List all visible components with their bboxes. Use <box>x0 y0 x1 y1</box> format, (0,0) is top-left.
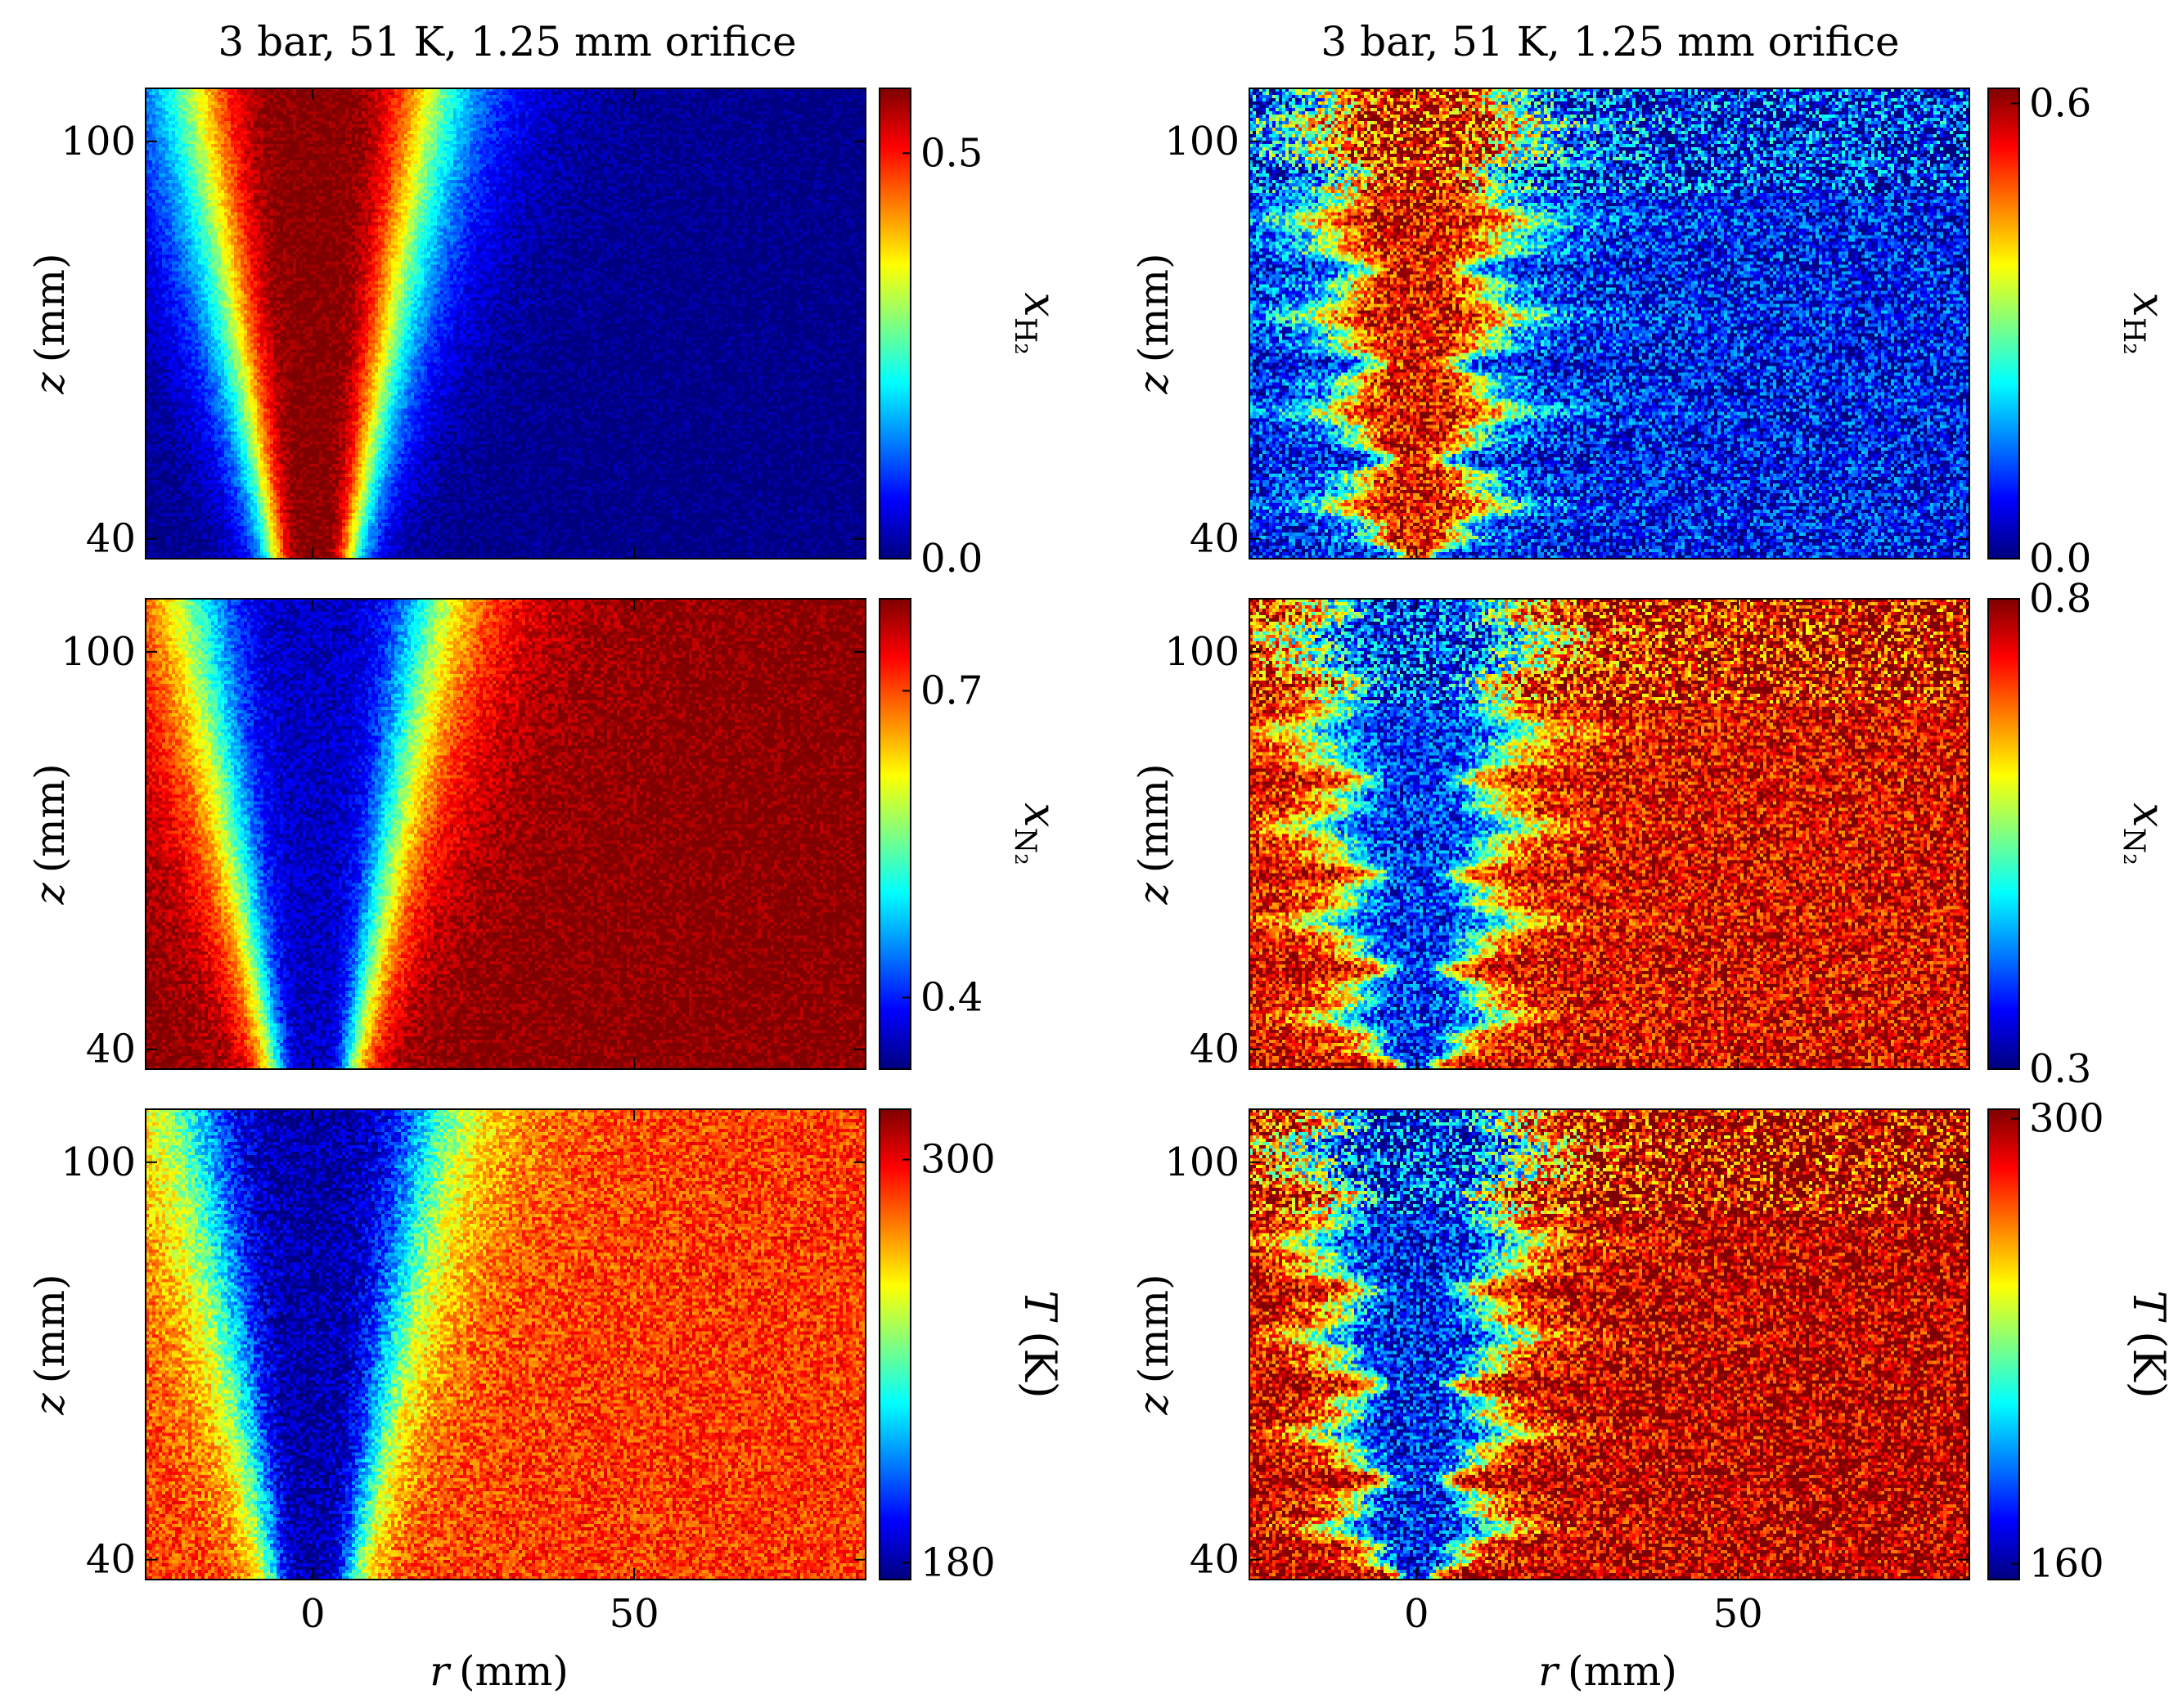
colorbar <box>879 598 911 1070</box>
panel-left-bottom: 40 100 0 50 z(mm) 180 300 T(K) <box>26 1108 1066 1637</box>
panel-left-top: 40 100 z(mm) 0.0 0.5 xH₂ <box>26 88 1066 582</box>
colorbar-tick-label: 0.0 <box>920 536 983 582</box>
y-axis-label: z(mm) <box>26 1274 74 1415</box>
colorbar-tick-label: 300 <box>2029 1096 2104 1142</box>
plot-frame <box>1249 88 1970 560</box>
colorbar-label: T(K) <box>1015 1290 1066 1399</box>
panel-right-top: 40 100 z(mm) 0.0 0.6 xH₂ <box>1130 81 2169 582</box>
y-tick-label: 40 <box>86 1537 136 1583</box>
y-tick-label: 100 <box>1164 629 1240 675</box>
heatmap-image <box>1249 599 1969 1069</box>
y-tick-label: 100 <box>61 629 136 675</box>
colorbar-tick-label: 160 <box>2029 1541 2104 1587</box>
y-tick-label: 40 <box>1190 516 1240 562</box>
colorbar-tick-label: 180 <box>920 1539 996 1585</box>
heatmap-image <box>146 1109 866 1580</box>
y-axis-label: z(mm) <box>1130 763 1177 905</box>
xlabel-left: r (mm) <box>430 1647 569 1695</box>
colorbar <box>1987 598 2020 1070</box>
y-tick-label: 100 <box>1164 1139 1240 1185</box>
colorbar-tick-label: 0.7 <box>920 668 983 714</box>
colorbar-tick-label: 0.3 <box>2029 1046 2091 1092</box>
xlabel-right: r (mm) <box>1538 1647 1677 1695</box>
y-axis-label: z(mm) <box>1130 253 1177 394</box>
heatmap-image <box>1249 1109 1969 1580</box>
y-tick-label: 40 <box>86 1027 136 1072</box>
colorbar <box>1987 88 2020 560</box>
x-tick-label: 50 <box>610 1591 659 1637</box>
plot-frame <box>145 598 866 1070</box>
x-tick-label: 0 <box>300 1591 326 1637</box>
plot-frame <box>145 1108 866 1580</box>
panel-right-bottom: 40 100 0 50 z(mm) 160 300 T(K) <box>1130 1096 2169 1637</box>
x-tick-label: 50 <box>1713 1591 1763 1637</box>
heatmap-image <box>146 599 866 1069</box>
heatmap-image <box>146 88 866 559</box>
x-tick-label: 0 <box>1404 1591 1429 1637</box>
y-tick-label: 100 <box>61 119 136 164</box>
y-tick-label: 40 <box>1190 1537 1240 1583</box>
colorbar-tick-label: 0.4 <box>920 975 983 1021</box>
plot-frame <box>145 88 866 560</box>
y-tick-label: 100 <box>61 1139 136 1185</box>
colorbar-label: T(K) <box>2123 1290 2169 1399</box>
y-tick-label: 40 <box>86 516 136 562</box>
panel-right-middle: 40 100 z(mm) 0.3 0.8 xN₂ <box>1130 576 2169 1092</box>
y-tick-label: 40 <box>1190 1027 1240 1072</box>
colorbar-tick-label: 0.5 <box>920 130 983 176</box>
title-right: 3 bar, 51 K, 1.25 mm orifice <box>1321 18 1899 65</box>
plot-frame <box>1249 1108 1970 1580</box>
colorbar-label: xN₂ <box>2117 802 2169 865</box>
colorbar-label: xN₂ <box>1008 802 1066 865</box>
colorbar <box>879 88 911 560</box>
title-left: 3 bar, 51 K, 1.25 mm orifice <box>218 18 796 65</box>
colorbar <box>879 1108 911 1580</box>
heatmap-image <box>1249 88 1969 559</box>
y-axis-label: z(mm) <box>26 763 74 905</box>
y-tick-label: 100 <box>1164 119 1240 164</box>
colorbar-label: xH₂ <box>2117 292 2169 354</box>
colorbar-tick-label: 300 <box>920 1137 996 1183</box>
panel-left-middle: 40 100 z(mm) 0.4 0.7 xN₂ <box>26 598 1066 1072</box>
colorbar-tick-label: 0.0 <box>2029 536 2091 582</box>
colorbar-tick-label: 0.6 <box>2029 81 2091 127</box>
colorbar-label: xH₂ <box>1008 292 1066 354</box>
colorbar-tick-label: 0.8 <box>2029 576 2091 622</box>
y-axis-label: z(mm) <box>26 253 74 394</box>
colorbar <box>1987 1108 2020 1580</box>
plot-frame <box>1249 598 1970 1070</box>
y-axis-label: z(mm) <box>1130 1274 1177 1415</box>
